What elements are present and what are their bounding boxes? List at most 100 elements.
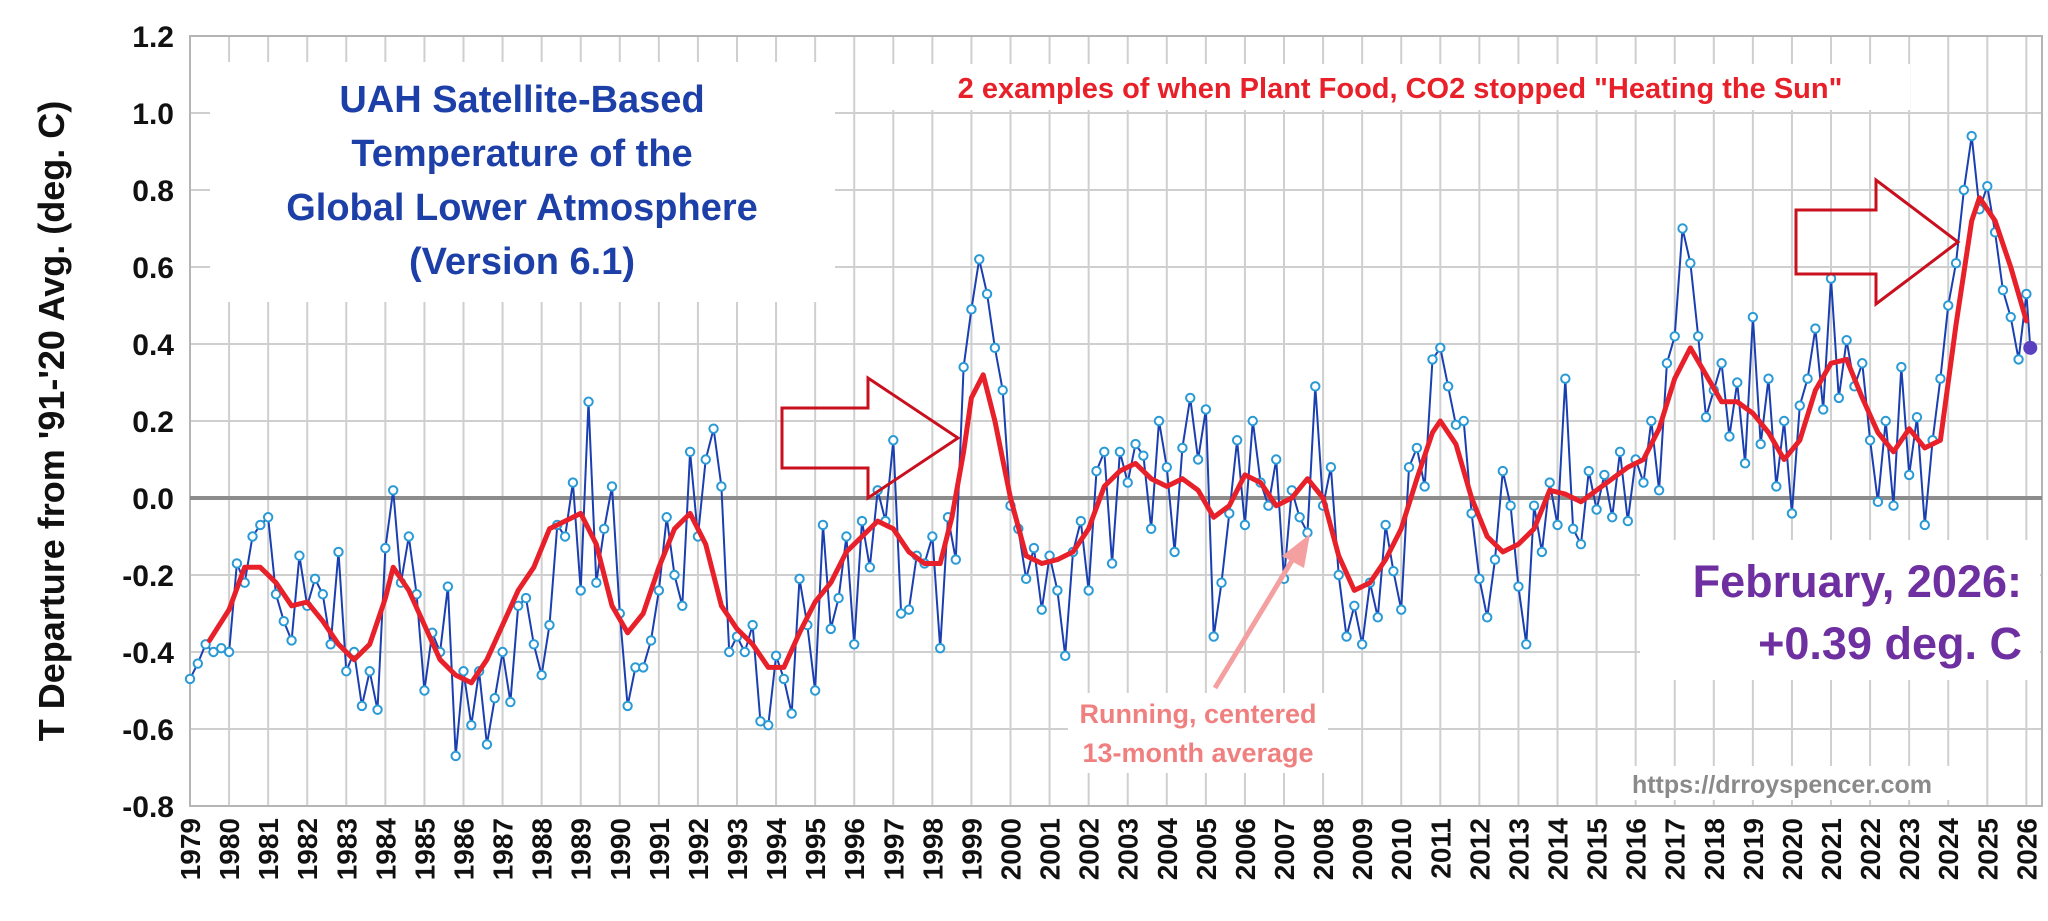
x-tick-label: 2022 [1855,818,1886,880]
monthly-point [1794,400,1805,411]
monthly-point [1060,650,1071,662]
monthly-point [1943,300,1954,311]
plot-frame [189,35,2043,807]
monthly-point [489,693,500,704]
monthly-point [497,646,508,658]
monthly-point [1372,612,1383,623]
monthly-point [1778,415,1790,427]
monthly-point [927,531,938,542]
monthly-point [1786,508,1798,519]
monthly-point [442,581,454,592]
x-tick-label: 1995 [800,818,831,880]
monthly-point [591,577,602,588]
monthly-point [1614,446,1626,457]
monthly-point [356,700,368,712]
monthly-point [1958,184,1970,196]
monthly-point [841,531,852,542]
x-tick-label: 2008 [1308,818,1339,880]
monthly-point [1841,334,1852,346]
monthly-point [1950,257,1962,269]
monthly-point [1521,639,1532,650]
x-tick-label: 1986 [449,818,480,880]
monthly-point [1911,411,1923,423]
monthly-point [1169,546,1180,558]
monthly-point [2021,288,2032,300]
monthly-point [458,666,469,677]
monthly-point [755,716,766,727]
monthly-point [856,515,868,527]
x-tick-label: 1998 [917,818,948,880]
x-tick-label: 2003 [1113,818,1144,880]
monthly-point [903,604,915,615]
x-tick-label: 2018 [1699,818,1730,880]
monthly-point [466,719,477,731]
monthly-point [1544,477,1555,488]
monthly-point [513,600,524,611]
monthly-point [536,669,547,681]
monthly-point [481,739,493,750]
y-tick-label: -0.6 [122,714,174,747]
source-credit: https://drroyspencer.com [1632,771,1932,799]
monthly-point [677,600,688,611]
monthly-point [974,254,985,265]
avg-label-line-2: 13-month average [1082,738,1313,768]
callout-value: +0.39 deg. C [1758,618,2022,669]
avg-label-pointer [1212,552,1299,690]
monthly-point [1145,523,1157,534]
monthly-point [1685,257,1696,269]
monthly-point [653,585,665,596]
monthly-point [372,704,383,715]
monthly-point [1442,381,1454,392]
monthly-point [1310,381,1321,392]
monthly-point [1224,508,1235,519]
monthly-point [794,573,805,585]
monthly-point [1638,477,1649,488]
x-tick-label: 1981 [253,818,284,880]
monthly-point [262,512,274,523]
monthly-point [247,531,258,542]
monthly-point [1747,311,1759,323]
chart-title-line-1: UAH Satellite-Based [339,79,704,121]
x-tick-label: 2000 [996,818,1027,880]
monthly-point [1185,392,1196,404]
y-tick-label: 0.6 [132,252,174,285]
monthly-point [528,639,540,650]
monthly-point [1325,462,1337,473]
monthly-point [817,519,829,531]
x-tick-label: 2011 [1425,818,1456,879]
monthly-point [255,519,266,531]
monthly-point [1575,539,1587,550]
callout-month: February, 2026: [1693,556,2022,607]
y-tick-label: 1.0 [132,98,174,131]
monthly-point [1497,465,1509,477]
monthly-point [1857,358,1868,369]
monthly-point [1083,585,1094,596]
monthly-point [1653,485,1665,496]
latest-point [2023,340,2038,355]
monthly-point [333,546,344,558]
monthly-point [216,642,227,654]
monthly-point [1880,415,1891,427]
monthly-point [1091,465,1102,477]
monthly-point [364,666,375,677]
monthly-point [1263,500,1274,511]
y-tick-label: -0.4 [122,637,174,670]
monthly-point [1419,481,1430,492]
monthly-point [567,477,579,488]
monthly-point [981,288,993,300]
x-tick-label: 2015 [1582,818,1613,880]
arrow-1998-icon [780,375,961,501]
monthly-point [934,642,946,654]
monthly-point [1560,373,1571,384]
monthly-point [1247,415,1258,427]
x-tick-label: 1987 [488,818,519,880]
monthly-point [1552,519,1563,531]
monthly-point [184,673,196,685]
monthly-point [419,685,430,696]
monthly-point [208,646,219,658]
monthly-point [270,589,282,600]
monthly-point [1028,542,1040,554]
avg-label-background [1068,693,1328,773]
monthly-point [622,700,633,712]
